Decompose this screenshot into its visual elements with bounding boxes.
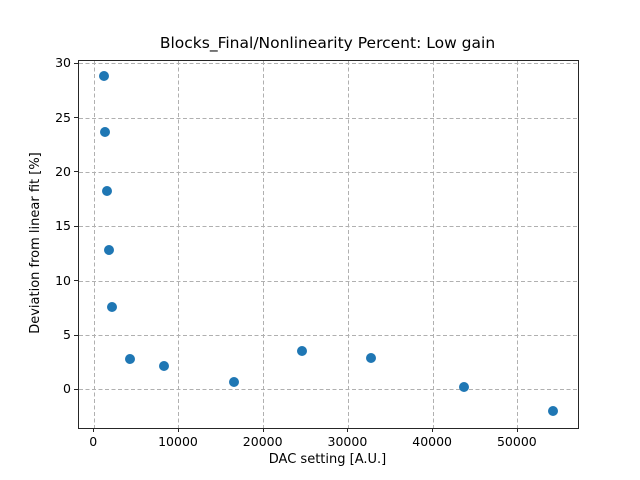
gridline-horizontal bbox=[79, 117, 578, 119]
y-tick-mark bbox=[74, 117, 78, 119]
gridline-vertical bbox=[263, 61, 265, 428]
gridline-horizontal bbox=[79, 226, 578, 228]
data-point bbox=[124, 354, 135, 365]
gridline-vertical bbox=[347, 61, 349, 428]
data-point bbox=[297, 345, 308, 356]
x-tick-mark bbox=[177, 428, 179, 432]
data-point bbox=[548, 405, 559, 416]
data-point bbox=[99, 127, 110, 138]
x-tick-label: 10000 bbox=[158, 434, 198, 449]
x-tick-label: 30000 bbox=[327, 434, 368, 449]
x-tick-label: 50000 bbox=[496, 434, 537, 449]
gridline-horizontal bbox=[79, 335, 578, 337]
gridline-horizontal bbox=[79, 171, 578, 173]
chart-title: Blocks_Final/Nonlinearity Percent: Low g… bbox=[159, 34, 496, 52]
x-tick-mark bbox=[516, 428, 518, 432]
y-tick-mark bbox=[74, 334, 78, 336]
x-tick-mark bbox=[262, 428, 264, 432]
plot-area bbox=[78, 60, 579, 429]
data-point bbox=[104, 244, 115, 255]
x-tick-label: 0 bbox=[89, 434, 98, 449]
data-point bbox=[98, 70, 109, 81]
data-point bbox=[365, 353, 376, 364]
gridline-vertical bbox=[93, 61, 95, 428]
x-tick-mark bbox=[93, 428, 95, 432]
y-tick-label: 25 bbox=[55, 109, 71, 125]
gridline-horizontal bbox=[79, 389, 578, 391]
y-tick-mark bbox=[74, 388, 78, 390]
y-tick-mark bbox=[74, 62, 78, 64]
data-point bbox=[458, 381, 469, 392]
y-tick-label: 20 bbox=[55, 163, 71, 179]
data-point bbox=[159, 361, 170, 372]
x-tick-mark bbox=[347, 428, 349, 432]
y-tick-label: 5 bbox=[63, 327, 71, 343]
y-tick-mark bbox=[74, 171, 78, 173]
y-tick-mark bbox=[74, 225, 78, 227]
x-tick-mark bbox=[432, 428, 434, 432]
x-tick-label: 20000 bbox=[242, 434, 283, 449]
gridline-vertical bbox=[178, 61, 180, 428]
y-tick-label: 0 bbox=[63, 381, 71, 397]
data-point bbox=[228, 377, 239, 388]
gridline-vertical bbox=[432, 61, 434, 428]
data-point bbox=[107, 302, 118, 313]
x-axis-label: DAC setting [A.U.] bbox=[268, 452, 387, 467]
x-tick-label: 40000 bbox=[412, 434, 453, 449]
gridline-horizontal bbox=[79, 280, 578, 282]
gridline-vertical bbox=[517, 61, 519, 428]
y-tick-mark bbox=[74, 280, 78, 282]
y-tick-label: 30 bbox=[55, 55, 71, 71]
y-tick-label: 15 bbox=[55, 218, 71, 234]
data-point bbox=[101, 185, 112, 196]
gridline-horizontal bbox=[79, 63, 578, 65]
y-tick-label: 10 bbox=[55, 272, 71, 288]
y-axis-label: Deviation from linear fit [%] bbox=[28, 152, 43, 334]
